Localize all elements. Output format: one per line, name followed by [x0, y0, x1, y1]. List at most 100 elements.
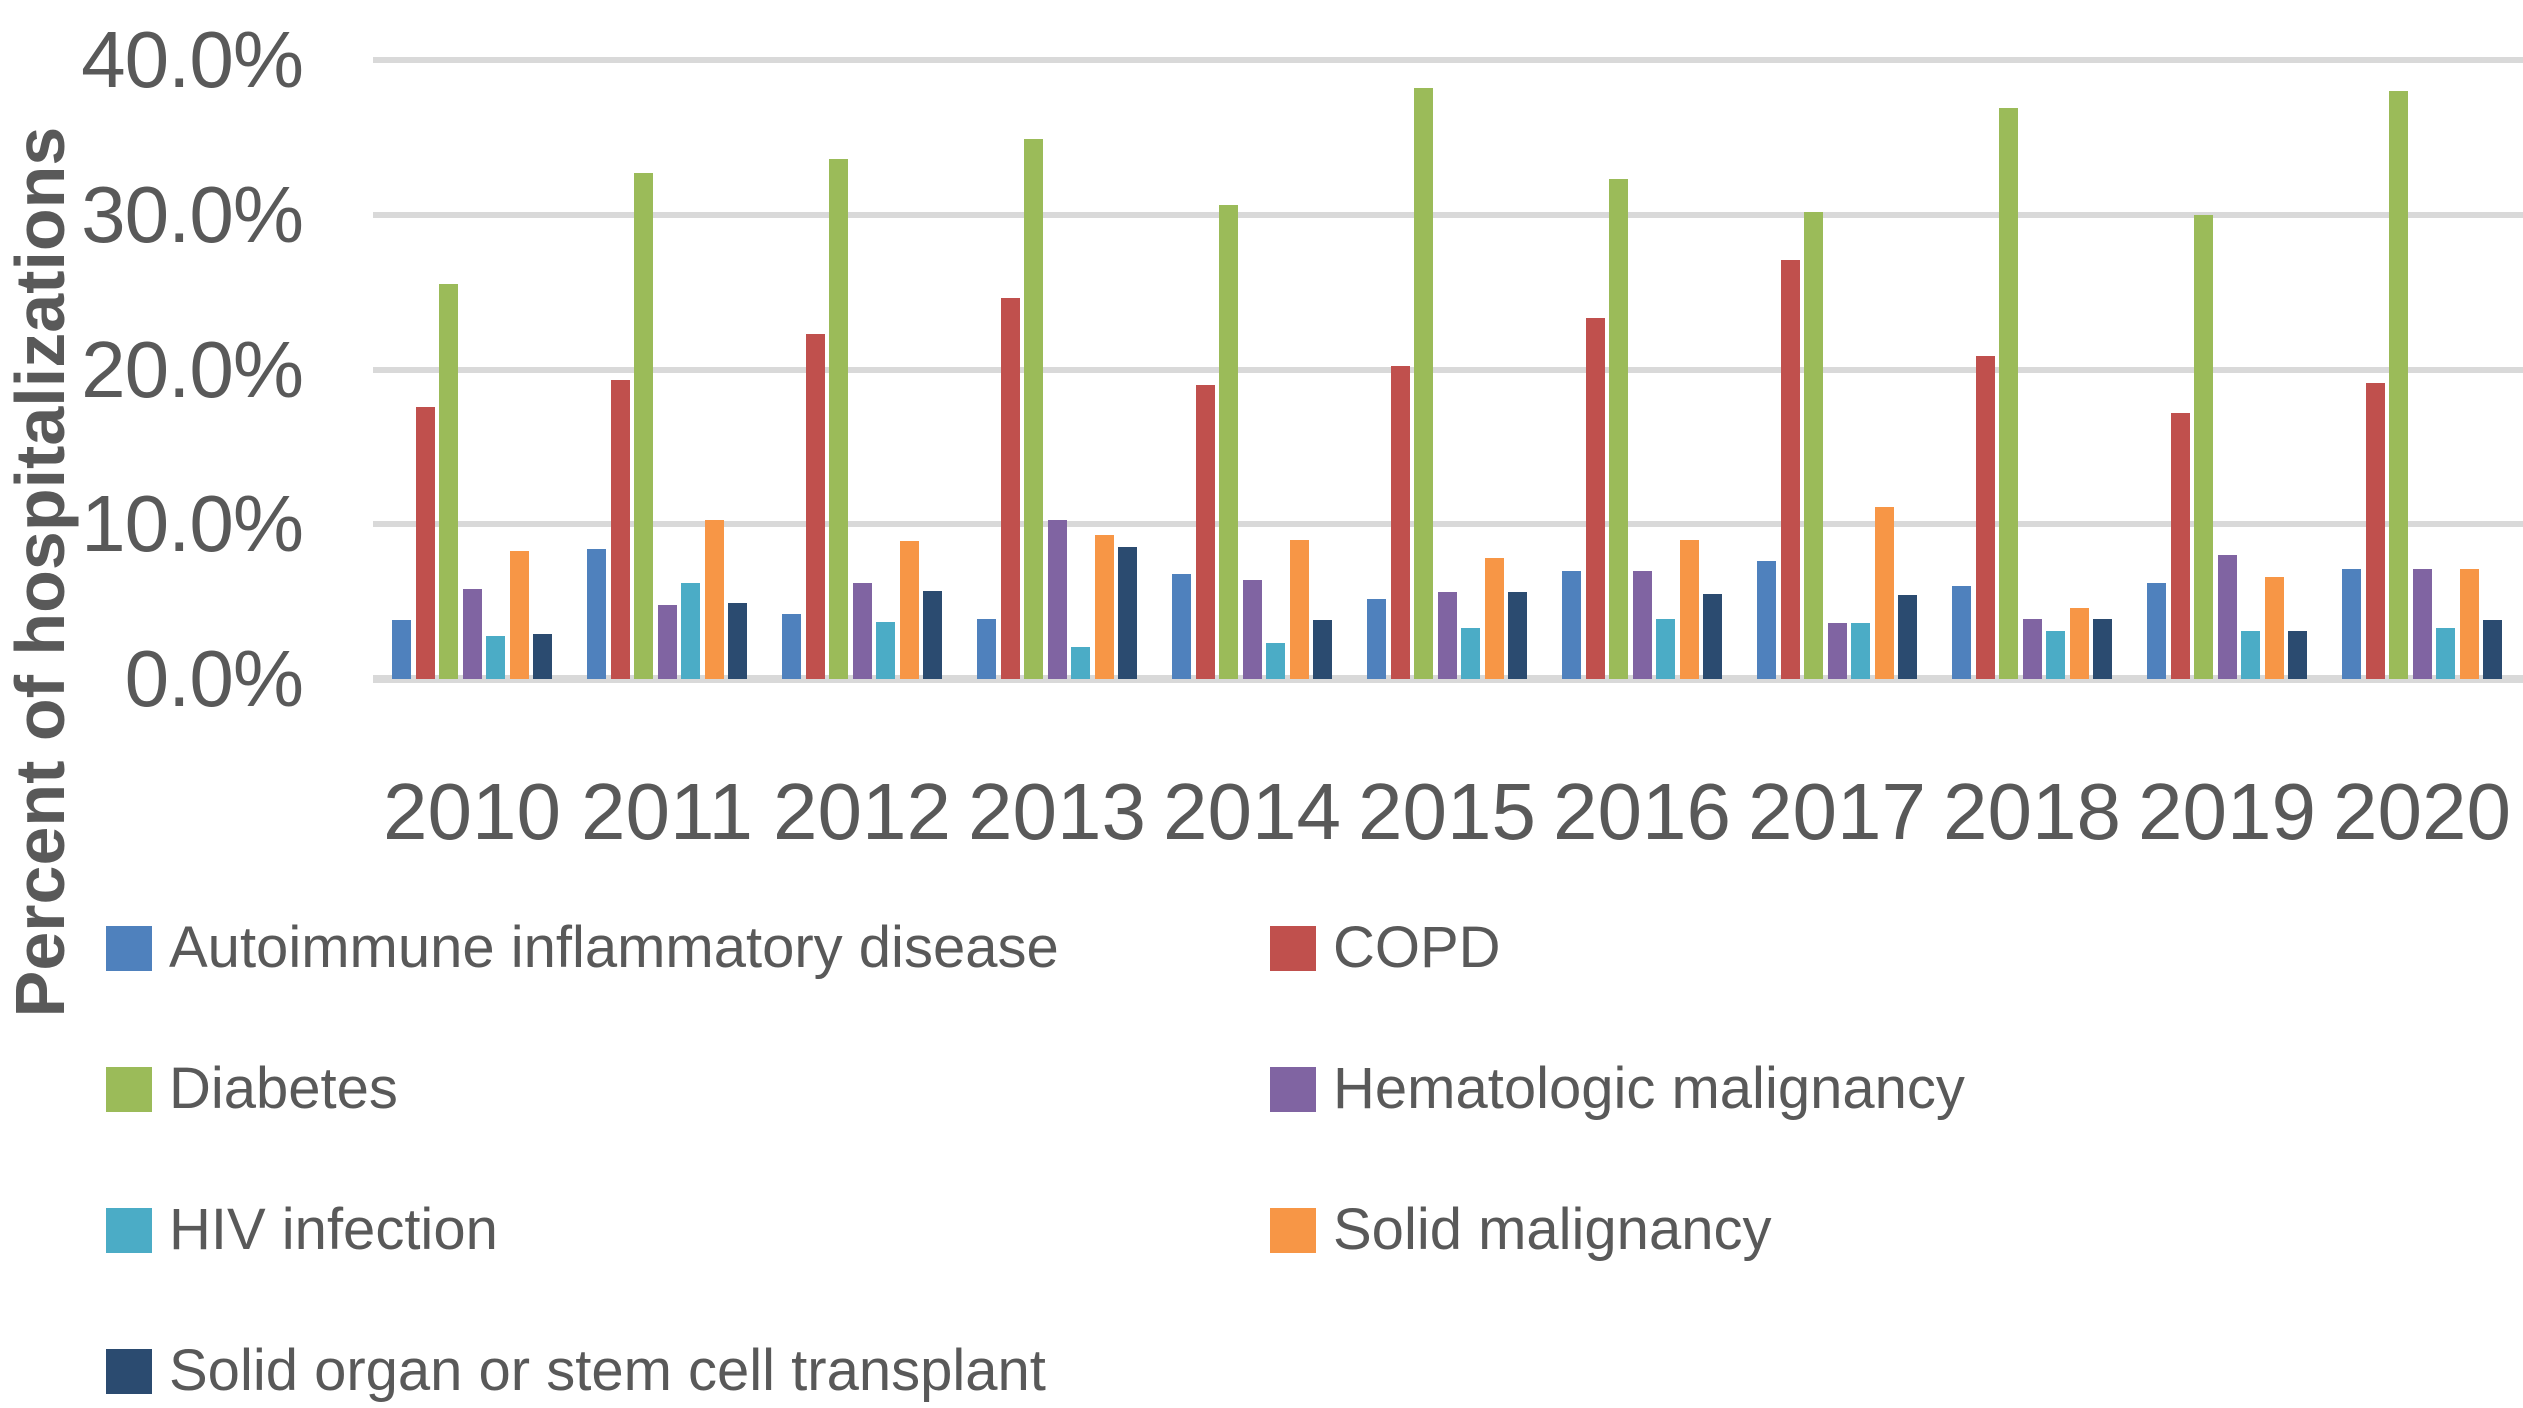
- bar-copd-2019: [2170, 412, 2190, 679]
- plot-area: [373, 57, 2523, 683]
- bar-diabetes-2016: [1609, 179, 1628, 679]
- bar-autoimmune-inflammatory-disease-2016: [1562, 570, 1581, 679]
- x-tick-label-2014: 2014: [1163, 767, 1341, 856]
- bar-copd-2012: [805, 333, 825, 679]
- bar-diabetes-2019: [2194, 214, 2213, 679]
- bar-solid-malignancy-2016: [1679, 539, 1699, 679]
- bar-solid-organ-or-stem-cell-transplant-2017: [1898, 595, 1917, 679]
- gridline: [373, 212, 2523, 218]
- bar-diabetes-2020: [2389, 90, 2408, 679]
- bar-hematologic-malignancy-2019: [2217, 555, 2237, 679]
- legend-label: HIV infection: [169, 1197, 498, 1262]
- y-tick-label: 0.0%: [124, 634, 304, 723]
- bar-diabetes-2013: [1024, 138, 1043, 679]
- bar-hiv-infection-2012: [876, 621, 895, 679]
- bar-hiv-infection-2011: [681, 583, 700, 679]
- bar-copd-2011: [610, 380, 630, 679]
- bar-hematologic-malignancy-2011: [657, 604, 677, 679]
- gridline: [373, 367, 2523, 373]
- bar-solid-organ-or-stem-cell-transplant-2019: [2288, 631, 2307, 679]
- bar-solid-malignancy-2013: [1094, 535, 1114, 679]
- bar-group-2013: [977, 60, 1137, 679]
- bar-solid-organ-or-stem-cell-transplant-2018: [2093, 618, 2112, 679]
- bar-autoimmune-inflammatory-disease-2019: [2147, 583, 2166, 679]
- bar-hiv-infection-2013: [1071, 646, 1090, 679]
- bar-autoimmune-inflammatory-disease-2017: [1757, 561, 1776, 679]
- bar-diabetes-2018: [1999, 107, 2018, 679]
- legend-item-autoimmune-inflammatory-disease: Autoimmune inflammatory disease: [106, 918, 1059, 978]
- legend-item-copd: COPD: [1270, 918, 1501, 978]
- legend-swatch-icon: [106, 1207, 152, 1253]
- legend-swatch-icon: [1270, 925, 1316, 971]
- y-tick-label: 30.0%: [81, 170, 304, 259]
- bar-copd-2016: [1585, 318, 1605, 679]
- bar-hiv-infection-2018: [2046, 631, 2065, 679]
- bar-hematologic-malignancy-2018: [2022, 618, 2042, 679]
- legend-label: Hematologic malignancy: [1333, 1056, 1965, 1121]
- bar-diabetes-2014: [1219, 205, 1238, 679]
- bar-hematologic-malignancy-2014: [1242, 579, 1262, 679]
- bar-copd-2018: [1975, 355, 1995, 679]
- bar-hematologic-malignancy-2012: [852, 583, 872, 679]
- gridline: [373, 57, 2523, 63]
- bar-group-2017: [1757, 60, 1917, 679]
- bar-solid-organ-or-stem-cell-transplant-2020: [2483, 620, 2502, 679]
- bar-group-2014: [1172, 60, 1332, 679]
- legend-swatch-icon: [1270, 1207, 1316, 1253]
- bar-solid-organ-or-stem-cell-transplant-2014: [1313, 620, 1332, 679]
- y-tick-label: 10.0%: [81, 479, 304, 568]
- bar-autoimmune-inflammatory-disease-2013: [977, 618, 996, 679]
- bar-solid-malignancy-2014: [1289, 539, 1309, 679]
- x-tick-label-2011: 2011: [580, 767, 754, 856]
- bar-solid-malignancy-2017: [1874, 507, 1894, 679]
- gridline: [373, 521, 2523, 527]
- bar-copd-2017: [1780, 259, 1800, 679]
- x-tick-label-2017: 2017: [1748, 767, 1926, 856]
- bar-diabetes-2017: [1804, 211, 1823, 679]
- bar-diabetes-2011: [634, 172, 653, 679]
- bar-autoimmune-inflammatory-disease-2015: [1367, 598, 1386, 679]
- x-tick-label-2010: 2010: [383, 767, 561, 856]
- bar-autoimmune-inflammatory-disease-2012: [782, 614, 801, 679]
- bar-copd-2013: [1000, 298, 1020, 679]
- y-tick-label: 20.0%: [81, 325, 304, 414]
- legend-swatch-icon: [1270, 1066, 1316, 1112]
- x-tick-label-2019: 2019: [2138, 767, 2316, 856]
- legend-label: Solid malignancy: [1333, 1197, 1772, 1262]
- bar-autoimmune-inflammatory-disease-2018: [1952, 586, 1971, 679]
- x-tick-label-2013: 2013: [968, 767, 1146, 856]
- bar-autoimmune-inflammatory-disease-2020: [2342, 569, 2361, 679]
- bar-solid-malignancy-2015: [1484, 558, 1504, 679]
- bar-solid-malignancy-2012: [899, 541, 919, 679]
- legend-item-hematologic-malignancy: Hematologic malignancy: [1270, 1059, 1965, 1119]
- bar-hiv-infection-2015: [1461, 627, 1480, 679]
- bar-solid-malignancy-2011: [704, 519, 724, 679]
- bar-group-2011: [587, 60, 747, 679]
- bar-hiv-infection-2016: [1656, 618, 1675, 679]
- bar-hiv-infection-2019: [2241, 631, 2260, 679]
- y-axis-title: Percent of hospitalizations: [1, 126, 79, 1018]
- bar-group-2018: [1952, 60, 2112, 679]
- bar-copd-2015: [1390, 366, 1410, 679]
- bar-solid-organ-or-stem-cell-transplant-2010: [533, 634, 552, 679]
- legend-item-solid-malignancy: Solid malignancy: [1270, 1200, 1771, 1260]
- bar-solid-organ-or-stem-cell-transplant-2016: [1703, 593, 1722, 679]
- bar-group-2019: [2147, 60, 2307, 679]
- bar-solid-malignancy-2018: [2069, 607, 2089, 679]
- bar-hematologic-malignancy-2013: [1047, 519, 1067, 679]
- x-tick-label-2012: 2012: [773, 767, 951, 856]
- bar-solid-organ-or-stem-cell-transplant-2011: [728, 603, 747, 679]
- bar-group-2010: [392, 60, 552, 679]
- bar-hematologic-malignancy-2016: [1632, 570, 1652, 679]
- bar-copd-2020: [2365, 383, 2385, 679]
- bar-solid-malignancy-2010: [509, 550, 529, 679]
- bar-group-2012: [782, 60, 942, 679]
- bar-diabetes-2010: [439, 284, 458, 679]
- legend-label: Diabetes: [169, 1056, 398, 1121]
- y-tick-label: 40.0%: [81, 15, 304, 104]
- legend-swatch-icon: [106, 1066, 152, 1112]
- bar-diabetes-2015: [1414, 87, 1433, 679]
- bar-autoimmune-inflammatory-disease-2014: [1172, 573, 1191, 679]
- x-axis-baseline: [373, 675, 2523, 683]
- bar-group-2020: [2342, 60, 2502, 679]
